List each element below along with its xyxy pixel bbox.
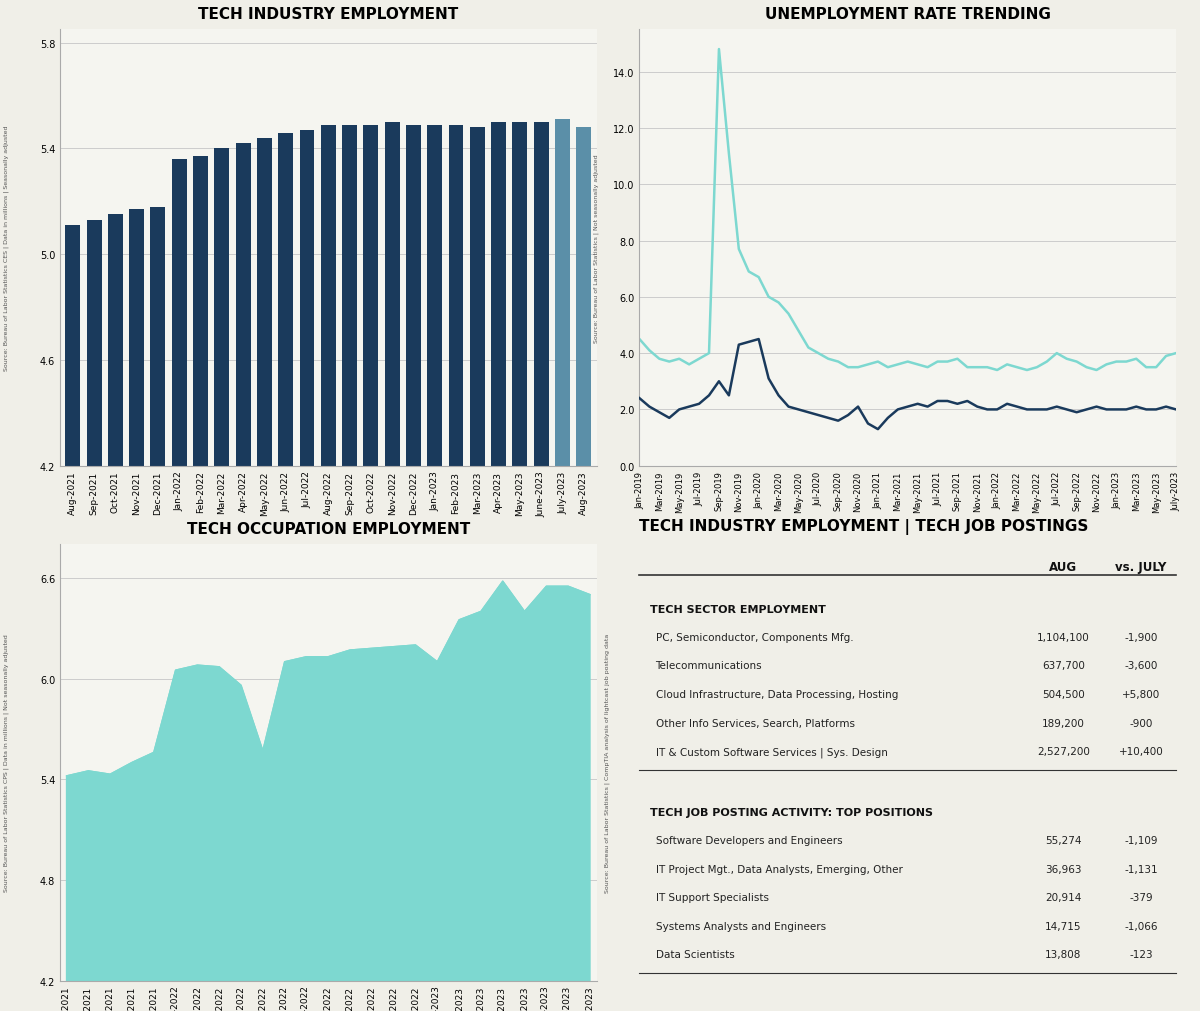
Text: IT Project Mgt., Data Analysts, Emerging, Other: IT Project Mgt., Data Analysts, Emerging… [655,863,902,874]
Bar [193,157,208,1011]
Text: -1,131: -1,131 [1124,863,1158,874]
Text: -1,109: -1,109 [1124,835,1158,845]
Bar [427,125,442,1011]
Title: TECH OCCUPATION EMPLOYMENT: TECH OCCUPATION EMPLOYMENT [187,522,470,537]
Text: Data Scientists: Data Scientists [655,949,734,959]
Bar [406,125,421,1011]
Text: 637,700: 637,700 [1042,661,1085,670]
Text: Systems Analysts and Engineers: Systems Analysts and Engineers [655,921,826,931]
Text: -900: -900 [1129,718,1153,728]
Text: 2,527,200: 2,527,200 [1037,746,1090,756]
Bar [215,150,229,1011]
Text: vs. JULY: vs. JULY [1116,560,1166,573]
Text: TECH INDUSTRY EMPLOYMENT | TECH JOB POSTINGS: TECH INDUSTRY EMPLOYMENT | TECH JOB POST… [640,519,1088,535]
Text: +5,800: +5,800 [1122,690,1160,700]
Text: -123: -123 [1129,949,1153,959]
Bar [342,125,358,1011]
Bar [470,128,485,1011]
Text: 55,274: 55,274 [1045,835,1081,845]
Bar [364,125,378,1011]
Text: AUG: AUG [1049,560,1078,573]
Bar [235,144,251,1011]
Text: +10,400: +10,400 [1118,746,1164,756]
Text: IT Support Specialists: IT Support Specialists [655,893,768,903]
Text: TECH SECTOR EMPLOYMENT: TECH SECTOR EMPLOYMENT [650,605,826,615]
Bar [449,125,463,1011]
Text: Source: Bureau of Labor Statistics CES | Data in millions | Seasonally adjusted: Source: Bureau of Labor Statistics CES |… [4,125,10,371]
Text: 14,715: 14,715 [1045,921,1081,931]
Bar [108,215,122,1011]
Text: Source: Bureau of Labor Statistics | Not seasonally adjusted: Source: Bureau of Labor Statistics | Not… [594,154,599,343]
Text: Cloud Infrastructure, Data Processing, Hosting: Cloud Infrastructure, Data Processing, H… [655,690,898,700]
Bar [534,122,548,1011]
Text: 1,104,100: 1,104,100 [1037,632,1090,642]
Text: Telecommunications: Telecommunications [655,661,762,670]
Bar [257,139,272,1011]
Bar [512,122,527,1011]
Bar [320,125,336,1011]
Bar [300,130,314,1011]
Text: IT & Custom Software Services | Sys. Design: IT & Custom Software Services | Sys. Des… [655,746,888,757]
Text: Software Developers and Engineers: Software Developers and Engineers [655,835,842,845]
Text: -1,066: -1,066 [1124,921,1158,931]
Text: 504,500: 504,500 [1042,690,1085,700]
Text: Other Info Services, Search, Platforms: Other Info Services, Search, Platforms [655,718,854,728]
Text: 36,963: 36,963 [1045,863,1081,874]
Text: PC, Semiconductor, Components Mfg.: PC, Semiconductor, Components Mfg. [655,632,853,642]
Text: TECH JOB POSTING ACTIVITY: TOP POSITIONS: TECH JOB POSTING ACTIVITY: TOP POSITIONS [650,807,934,817]
Bar [65,225,80,1011]
Text: -3,600: -3,600 [1124,661,1158,670]
Bar [556,120,570,1011]
Bar [385,122,400,1011]
Text: -1,900: -1,900 [1124,632,1158,642]
Title: UNEMPLOYMENT RATE TRENDING: UNEMPLOYMENT RATE TRENDING [764,7,1051,22]
Text: 189,200: 189,200 [1042,718,1085,728]
Bar [130,210,144,1011]
Text: Source: Bureau of Labor Statistics | CompTIA analysis of lightcast job posting d: Source: Bureau of Labor Statistics | Com… [605,633,610,892]
Bar [278,133,293,1011]
Bar [86,220,102,1011]
Text: -379: -379 [1129,893,1153,903]
Bar [576,128,592,1011]
Bar [150,207,166,1011]
Bar [172,160,187,1011]
Bar [491,122,506,1011]
Text: 13,808: 13,808 [1045,949,1081,959]
Text: Source: Bureau of Labor Statistics CPS | Data in millions | Not seasonally adjus: Source: Bureau of Labor Statistics CPS |… [4,634,10,892]
Text: 20,914: 20,914 [1045,893,1081,903]
Title: TECH INDUSTRY EMPLOYMENT: TECH INDUSTRY EMPLOYMENT [198,7,458,22]
